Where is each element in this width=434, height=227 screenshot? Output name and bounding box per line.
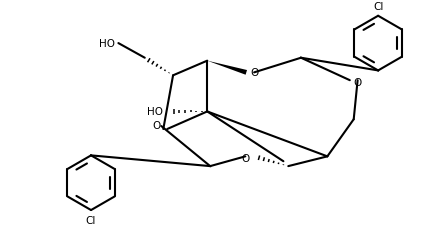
Text: HO: HO [99, 39, 115, 49]
Text: Cl: Cl [372, 2, 382, 12]
Text: O: O [353, 78, 361, 88]
Polygon shape [207, 61, 247, 75]
Text: Cl: Cl [85, 215, 96, 225]
Text: O: O [240, 154, 249, 164]
Text: O: O [250, 68, 258, 78]
Text: HO: HO [147, 107, 163, 117]
Text: O: O [152, 121, 160, 131]
